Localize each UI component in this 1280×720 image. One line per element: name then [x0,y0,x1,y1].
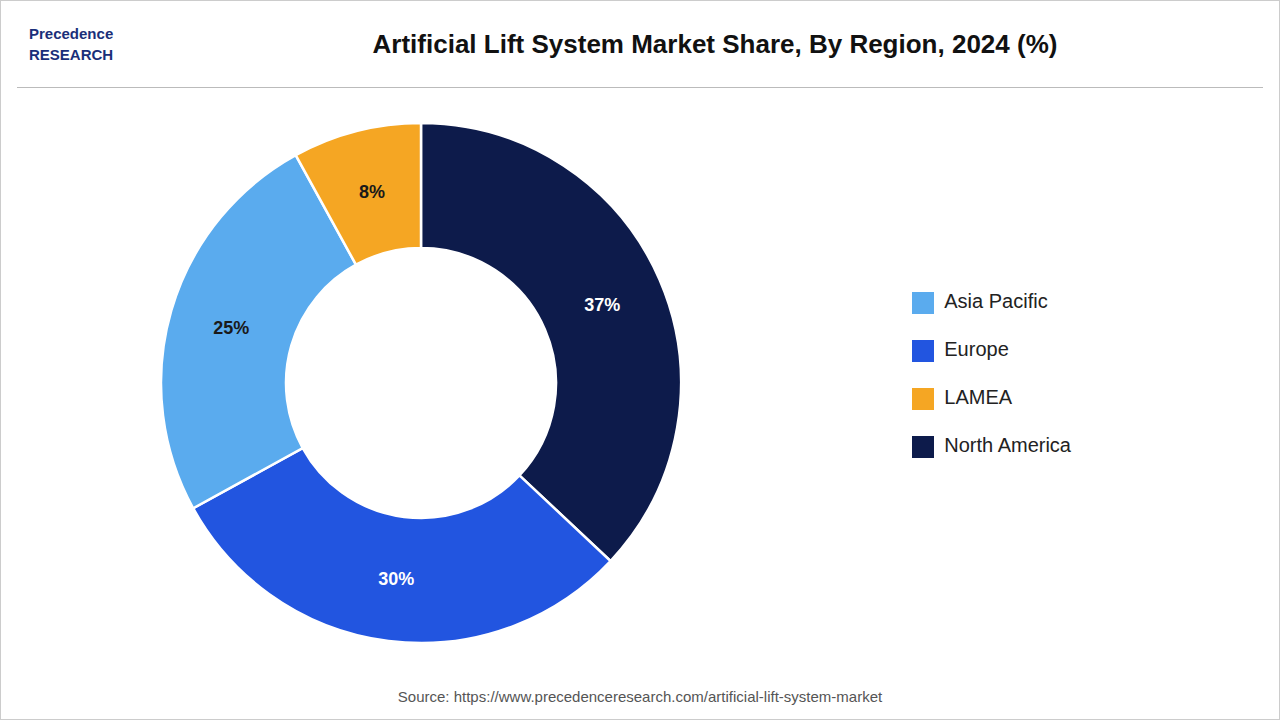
html-text:RESEARCH: RESEARCH [29,46,114,63]
html-text:Artificial Lift System Market: Artificial Lift System Market Share, By … [372,28,1058,59]
svg-text:8%: 8% [359,182,385,202]
html-text:Precedence: Precedence [29,25,114,42]
svg-text:25%: 25% [213,318,249,338]
html-text:Europe: Europe [944,338,1009,360]
html-text:Source: https://www.precedence: Source: https://www.precedenceresearch.c… [397,688,883,705]
html-text:LAMEA: LAMEA [944,386,1013,408]
svg-text:30%: 30% [378,569,414,589]
html-text:North America: North America [944,434,1071,456]
svg-text:37%: 37% [584,295,620,315]
html-text:Asia Pacific: Asia Pacific [944,290,1048,312]
